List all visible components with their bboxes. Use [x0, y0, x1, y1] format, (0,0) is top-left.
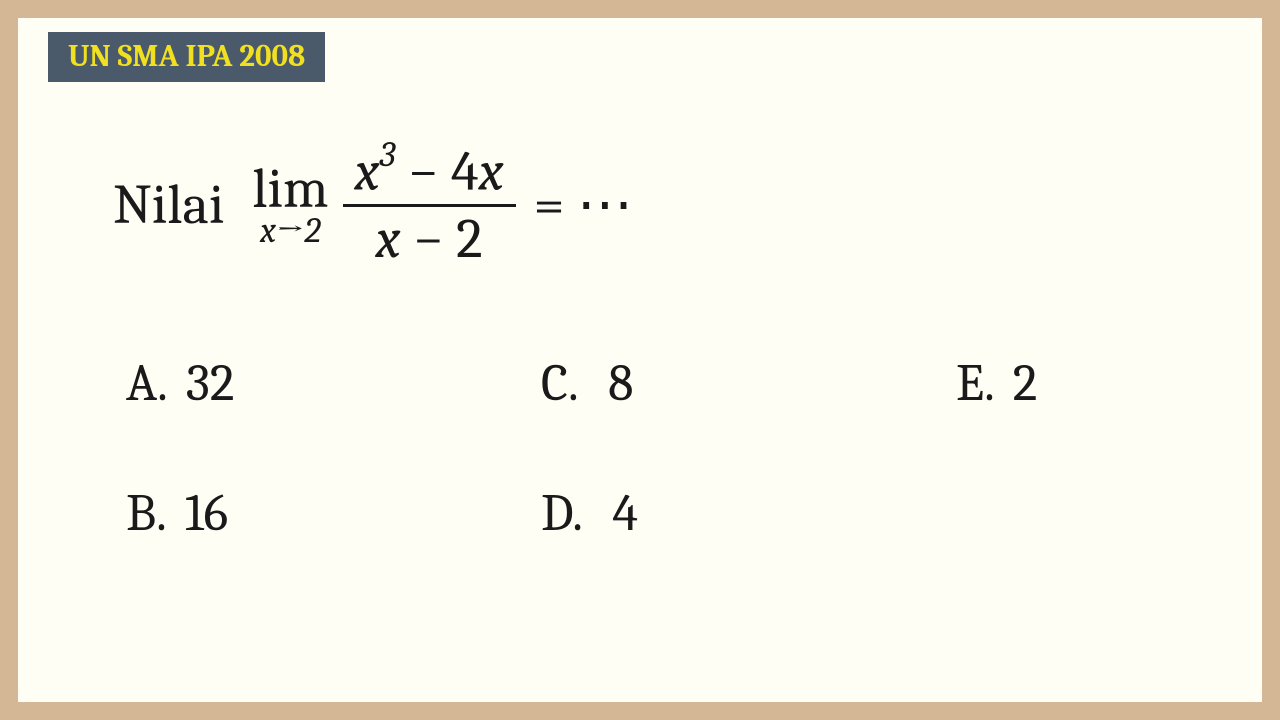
option-e[interactable]: E. 2: [956, 353, 1037, 413]
option-letter: C.: [541, 353, 579, 413]
option-value: 2: [1013, 353, 1038, 413]
option-letter: A.: [126, 353, 168, 413]
option-letter: E.: [956, 353, 995, 413]
option-c[interactable]: C. 8: [541, 353, 633, 413]
num-x1: x: [355, 140, 380, 204]
option-d[interactable]: D. 4: [541, 483, 638, 543]
lim-arrow: →: [276, 210, 304, 251]
question-prefix: Nilai: [113, 173, 224, 237]
limit-operator: lim x→2: [252, 161, 328, 249]
fraction: x3 − 4x x − 2: [343, 138, 516, 271]
option-value: 4: [612, 483, 638, 543]
num-exp: 3: [380, 134, 396, 175]
lim-target: 2: [304, 210, 321, 251]
den-rest: − 2: [400, 207, 482, 271]
question-expression: Nilai lim x→2 x3 − 4x x − 2 = ⋯: [113, 138, 633, 271]
num-minus: − 4: [395, 140, 478, 204]
option-value: 16: [185, 483, 228, 543]
option-value: 8: [608, 353, 633, 413]
numerator: x3 − 4x: [343, 138, 516, 204]
lim-subscript: x→2: [260, 213, 321, 249]
slide-content: UN SMA IPA 2008 Nilai lim x→2 x3 − 4x x …: [18, 18, 1262, 702]
den-x: x: [376, 207, 401, 271]
option-letter: B.: [126, 483, 167, 543]
option-letter: D.: [541, 483, 583, 543]
option-value: 32: [186, 353, 235, 413]
denominator: x − 2: [364, 207, 495, 271]
lim-var: x: [260, 210, 276, 251]
option-a[interactable]: A. 32: [126, 353, 234, 413]
num-x2: x: [479, 140, 504, 204]
exam-badge: UN SMA IPA 2008: [48, 32, 325, 82]
lim-label: lim: [252, 161, 328, 217]
option-b[interactable]: B. 16: [126, 483, 228, 543]
equals-tail: = ⋯: [534, 172, 633, 237]
